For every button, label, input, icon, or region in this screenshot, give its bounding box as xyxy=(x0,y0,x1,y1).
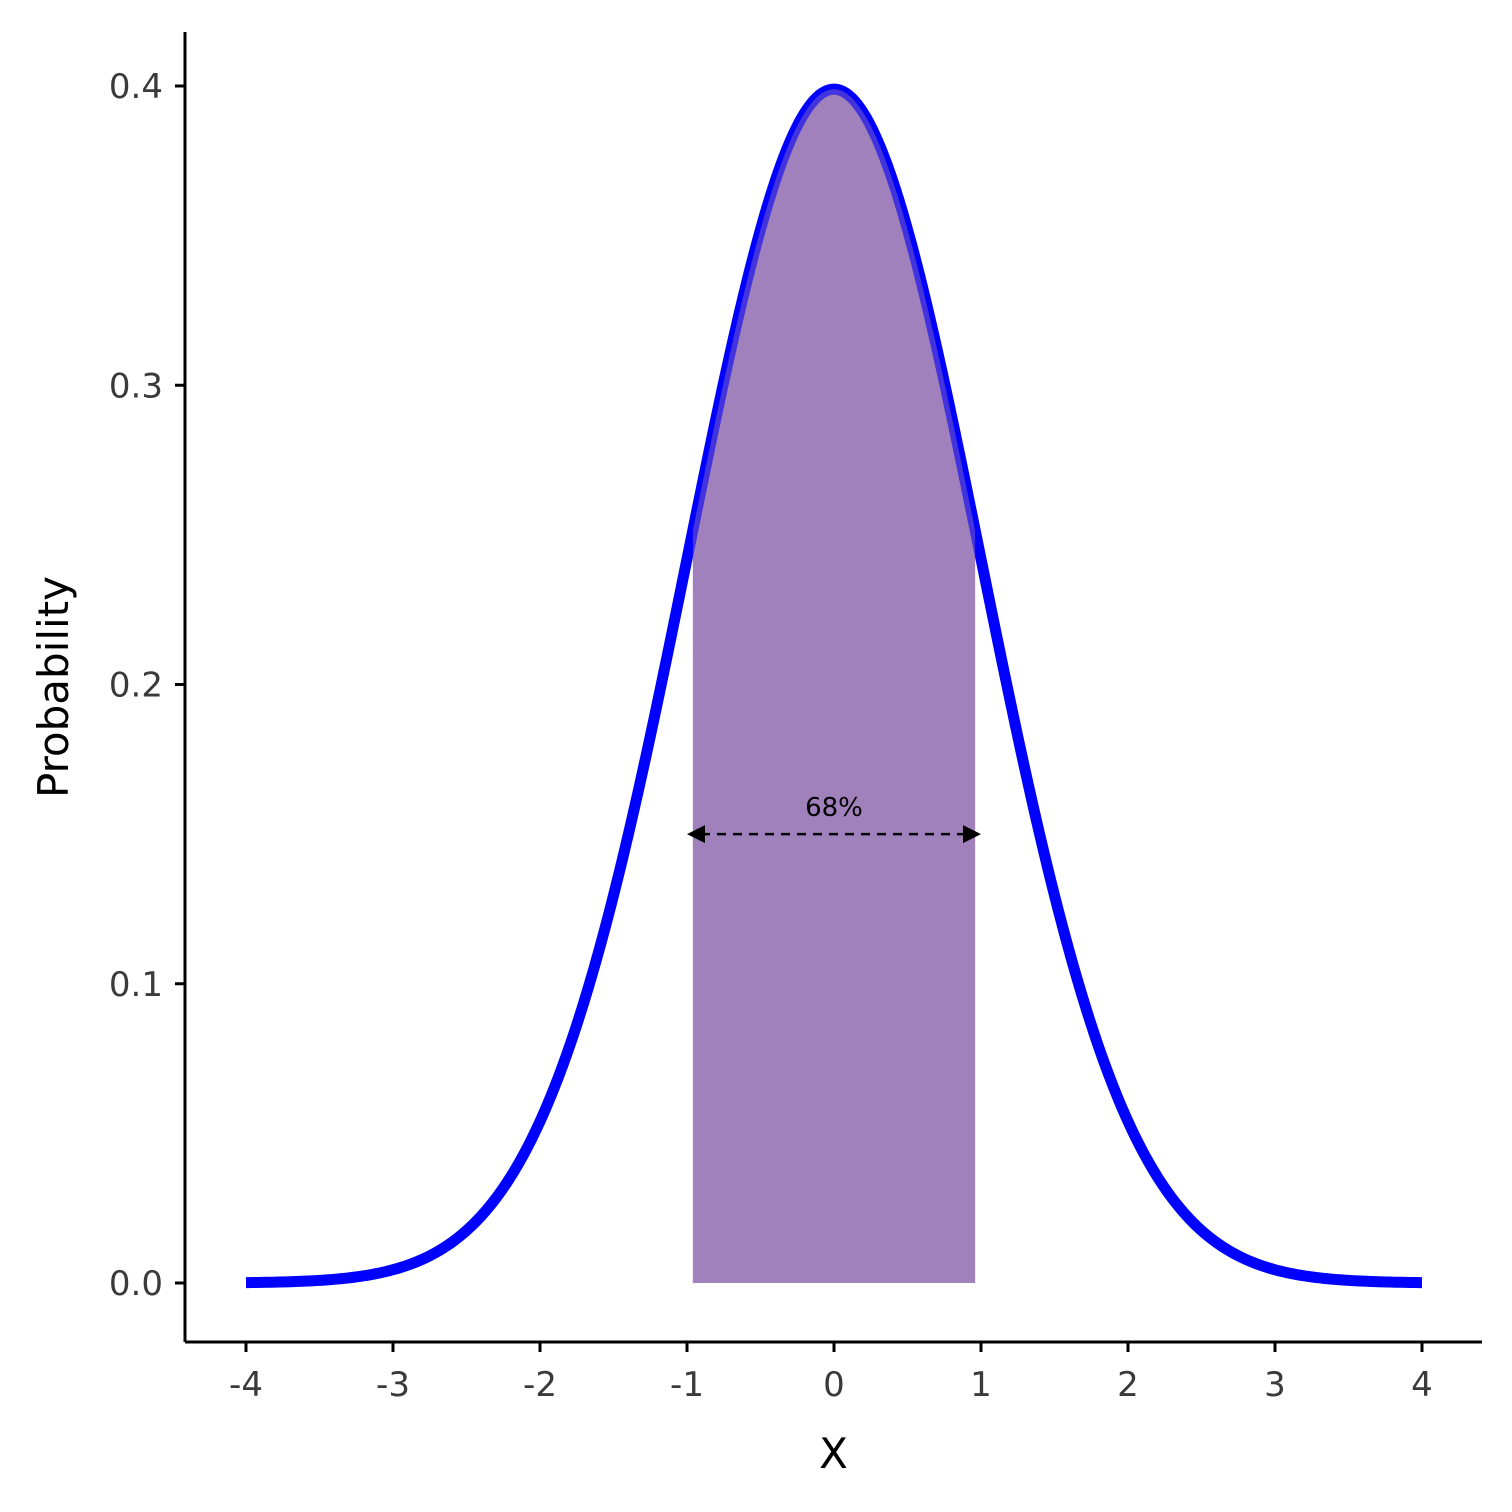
annotation-label: 68% xyxy=(805,793,863,823)
density-curve-layer xyxy=(243,83,1425,1289)
y-tick-label: 0.0 xyxy=(109,1264,163,1304)
x-tick-label: 4 xyxy=(1411,1365,1433,1405)
x-tick-label: 1 xyxy=(970,1365,992,1405)
y-tick-label: 0.1 xyxy=(109,965,163,1005)
x-tick-label: -3 xyxy=(376,1365,410,1405)
arrowhead-right xyxy=(963,825,981,844)
shaded-region-layer xyxy=(692,89,976,1283)
x-tick-label: 2 xyxy=(1117,1365,1139,1405)
y-tick-label: 0.3 xyxy=(109,366,163,406)
x-axis-title: X xyxy=(819,1429,848,1478)
annotation-layer: 68% xyxy=(687,793,981,844)
x-tick-label: 0 xyxy=(823,1365,845,1405)
shaded-68-percent-region xyxy=(692,89,976,1283)
x-tick-label: -1 xyxy=(670,1365,704,1405)
x-tick-label: -2 xyxy=(523,1365,557,1405)
x-tick-label: -4 xyxy=(229,1365,263,1405)
arrowhead-left xyxy=(687,825,705,844)
shaded-region-overlay xyxy=(692,89,976,1283)
x-tick-label: 3 xyxy=(1264,1365,1286,1405)
axes-layer: -4 -3 -2 -1 0 1 2 3 4 0.0 0.1 0.2 0.3 0.4 xyxy=(109,32,1482,1405)
normal-density-curve xyxy=(243,83,1425,1289)
y-axis-title: Probability xyxy=(29,576,78,798)
y-tick-label: 0.2 xyxy=(109,666,163,706)
y-tick-label: 0.4 xyxy=(109,67,163,107)
